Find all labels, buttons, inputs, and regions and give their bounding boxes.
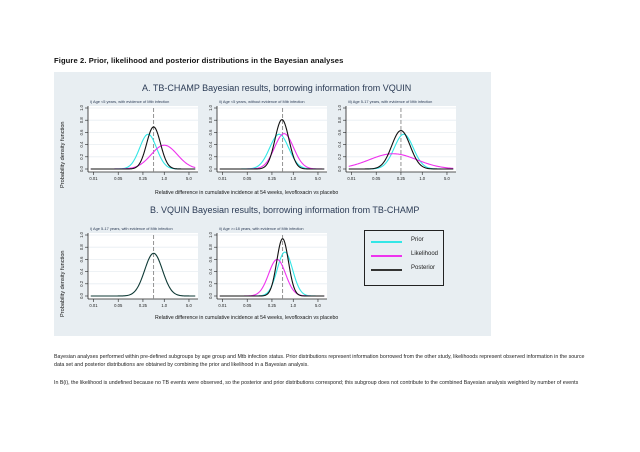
figure-title: Figure 2. Prior, likelihood and posterio… xyxy=(54,56,344,65)
y-tick-label: 0.0 xyxy=(208,165,213,171)
x-tick-label: 1.0 xyxy=(161,176,167,181)
section-a-ylabel: Probability density function xyxy=(60,121,66,188)
y-tick-label: 0.4 xyxy=(208,141,213,147)
x-tick-label: 0.01 xyxy=(218,176,227,181)
y-tick-label: 0.8 xyxy=(208,244,213,250)
y-tick-label: 0.6 xyxy=(208,256,213,262)
chart-a-ii: 0.0 0.2 0.4 0.6 0.8 1.0 0.01 0.05 0.25 1.0 5.0 ii) … xyxy=(208,99,327,181)
x-tick-label: 0.25 xyxy=(397,176,406,181)
x-tick-label: 0.25 xyxy=(139,176,148,181)
subplot-title: i) Age <5 years, with evidence of Mtb in… xyxy=(90,99,169,104)
chart-b-i: 0.0 0.2 0.4 0.6 0.8 1.0 0.01 0.05 0.25 1.0 5.0 i) A… xyxy=(79,226,198,308)
y-tick-label: 0.2 xyxy=(79,153,84,159)
y-tick-label: 0.6 xyxy=(337,129,342,135)
x-tick-label: 5.0 xyxy=(315,176,321,181)
legend-item-likelihood: Likelihood xyxy=(371,251,441,261)
y-tick-label: 0.4 xyxy=(79,141,84,147)
series-posterior-line xyxy=(90,252,196,297)
y-tick-label: 1.0 xyxy=(79,231,84,237)
x-tick-label: 0.05 xyxy=(243,176,252,181)
y-tick-label: 0.2 xyxy=(337,153,342,159)
x-tick-label: 5.0 xyxy=(186,303,192,308)
y-tick-label: 0.4 xyxy=(337,141,342,147)
y-tick-label: 0.8 xyxy=(337,117,342,123)
legend-item-posterior: Posterior xyxy=(371,265,441,275)
chart-a-iii: 0.0 0.2 0.4 0.6 0.8 1.0 0.01 0.05 0.25 1.0 5.0 iii)… xyxy=(337,99,456,181)
legend: Prior Likelihood Posterior xyxy=(364,230,444,286)
y-tick-label: 0.8 xyxy=(79,244,84,250)
x-tick-label: 1.0 xyxy=(290,176,296,181)
y-tick-label: 1.0 xyxy=(208,231,213,237)
y-tick-label: 0.2 xyxy=(79,280,84,286)
plot-area xyxy=(217,106,327,172)
series-posterior-line xyxy=(219,118,325,170)
series-likelihood-line xyxy=(348,153,454,169)
y-tick-label: 1.0 xyxy=(79,104,84,110)
subplot-title: ii) Age <5 years, without evidence of Mt… xyxy=(219,99,305,104)
series-posterior-line xyxy=(219,238,325,297)
series-posterior-line xyxy=(348,130,454,170)
y-tick-label: 0.8 xyxy=(208,117,213,123)
x-tick-label: 0.25 xyxy=(268,176,277,181)
x-tick-label: 0.25 xyxy=(139,303,148,308)
x-tick-label: 0.05 xyxy=(243,303,252,308)
footnote-1: Bayesian analyses performed within pre-d… xyxy=(54,354,585,369)
subplot-title: i) Age 5-17 years, with evidence of Mtb … xyxy=(90,226,173,231)
y-tick-label: 0.2 xyxy=(208,153,213,159)
subplot-title: iii) Age 5-17 years, with evidence of Mt… xyxy=(348,99,432,104)
legend-item-prior: Prior xyxy=(371,237,441,247)
y-tick-label: 0.4 xyxy=(208,268,213,274)
y-tick-label: 0.6 xyxy=(79,256,84,262)
chart-a-i: 0.0 0.2 0.4 0.6 0.8 1.0 0.01 0.05 0.25 1.0 5.0 i) A… xyxy=(79,99,198,181)
y-tick-label: 0.0 xyxy=(79,292,84,298)
x-tick-label: 5.0 xyxy=(444,176,450,181)
x-tick-label: 1.0 xyxy=(290,303,296,308)
x-tick-label: 0.01 xyxy=(218,303,227,308)
legend-label-likelihood: Likelihood xyxy=(411,251,439,257)
y-tick-label: 1.0 xyxy=(337,104,342,110)
y-tick-label: 0.4 xyxy=(79,268,84,274)
x-tick-label: 5.0 xyxy=(315,303,321,308)
y-tick-label: 0.2 xyxy=(208,280,213,286)
y-tick-label: 0.6 xyxy=(208,129,213,135)
plot-area xyxy=(88,233,198,299)
series-posterior-line xyxy=(90,126,196,170)
x-tick-label: 0.01 xyxy=(89,176,98,181)
section-b-ylabel: Probability density function xyxy=(60,250,66,317)
legend-swatch-posterior xyxy=(371,269,402,271)
section-b-xlabel: Relative difference in cumulative incide… xyxy=(155,315,339,321)
x-tick-label: 5.0 xyxy=(186,176,192,181)
y-tick-label: 0.0 xyxy=(337,165,342,171)
y-tick-label: 0.0 xyxy=(208,292,213,298)
x-tick-label: 1.0 xyxy=(419,176,425,181)
y-tick-label: 1.0 xyxy=(208,104,213,110)
x-tick-label: 0.05 xyxy=(114,303,123,308)
legend-swatch-likelihood xyxy=(371,255,402,257)
legend-label-prior: Prior xyxy=(411,237,424,243)
x-tick-label: 0.05 xyxy=(114,176,123,181)
footnote-2: In B(i), the likelihood is undefined bec… xyxy=(54,380,579,386)
x-tick-label: 0.05 xyxy=(372,176,381,181)
y-tick-label: 0.6 xyxy=(79,129,84,135)
chart-b-ii: 0.0 0.2 0.4 0.6 0.8 1.0 0.01 0.05 0.25 1.0 5.0 ii) … xyxy=(208,226,327,308)
section-b-title: B. VQUIN Bayesian results, borrowing inf… xyxy=(150,205,420,215)
x-tick-label: 0.01 xyxy=(347,176,356,181)
legend-swatch-prior xyxy=(371,241,402,243)
x-tick-label: 0.25 xyxy=(268,303,277,308)
y-tick-label: 0.8 xyxy=(79,117,84,123)
x-tick-label: 0.01 xyxy=(89,303,98,308)
section-a-title: A. TB-CHAMP Bayesian results, borrowing … xyxy=(142,83,412,93)
section-a-xlabel: Relative difference in cumulative incide… xyxy=(155,190,339,196)
x-tick-label: 1.0 xyxy=(161,303,167,308)
y-tick-label: 0.0 xyxy=(79,165,84,171)
legend-label-posterior: Posterior xyxy=(411,265,436,271)
subplot-title: ii) Age >=18 years, with evidence of Mtb… xyxy=(219,226,304,231)
